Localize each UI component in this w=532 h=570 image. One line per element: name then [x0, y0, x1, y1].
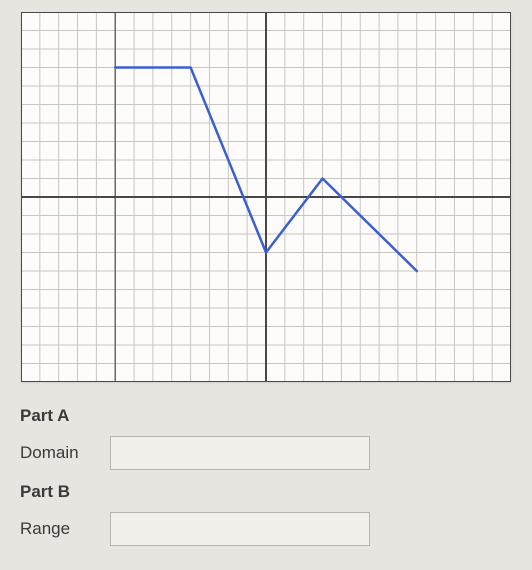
range-input[interactable] [110, 512, 370, 546]
part-a-heading: Part A [20, 406, 420, 426]
part-b-heading: Part B [20, 482, 420, 502]
grid-chart [21, 12, 511, 382]
answer-form: Part A Domain Part B Range [12, 406, 420, 546]
range-label: Range [20, 519, 110, 539]
range-row: Range [20, 512, 420, 546]
domain-input[interactable] [110, 436, 370, 470]
domain-row: Domain [20, 436, 420, 470]
chart-container [12, 12, 520, 382]
domain-label: Domain [20, 443, 110, 463]
